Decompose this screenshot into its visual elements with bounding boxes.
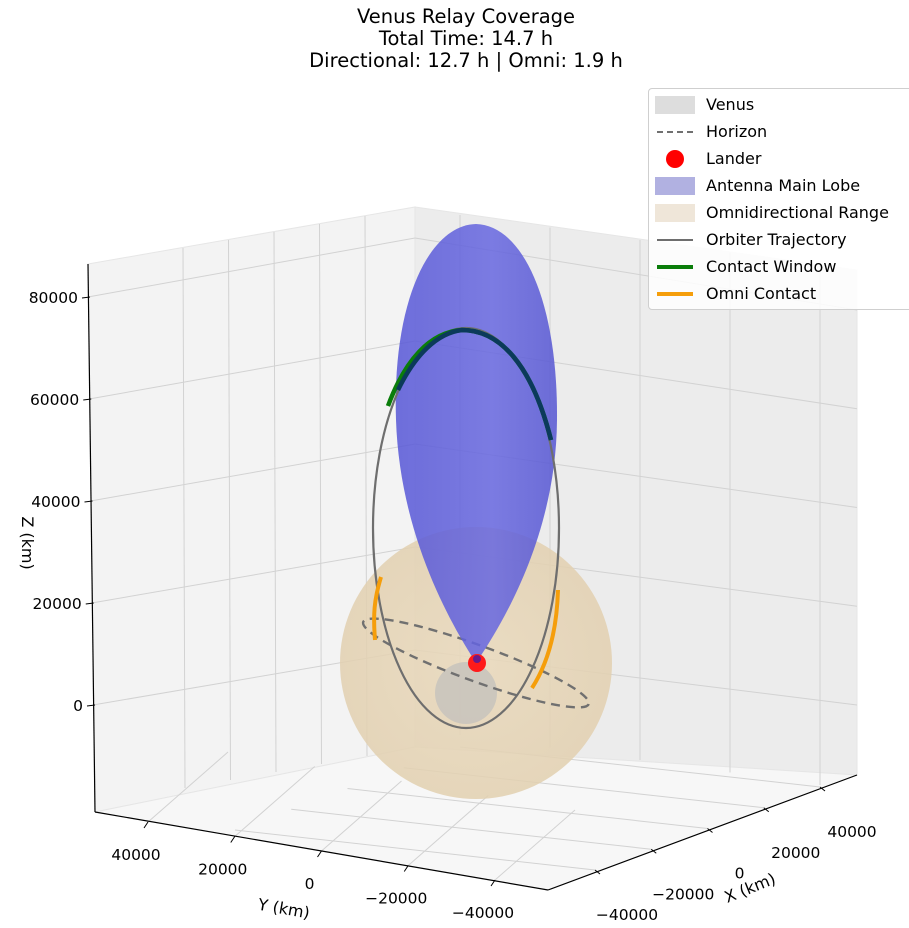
lander-marker-center (473, 655, 481, 663)
venus-sphere (435, 662, 497, 724)
y-tick-mark (403, 865, 409, 872)
z-tick-mark (83, 398, 92, 401)
legend-item-orbiter-trajectory: Orbiter Trajectory (649, 227, 909, 254)
legend-label-contact-window: Contact Window (706, 257, 837, 276)
z-tick-label: 0 (73, 697, 83, 715)
legend-item-contact-window: Contact Window (649, 254, 909, 281)
y-tick-label: 0 (305, 875, 315, 893)
y-tick-mark (230, 836, 236, 843)
legend-item-omni-contact: Omni Contact (649, 281, 909, 308)
z-gridline-left (91, 546, 416, 604)
legend-label-horizon: Horizon (706, 122, 768, 141)
omni-contact-arc-right (530, 589, 560, 690)
y-gridline-floor (494, 809, 576, 881)
y-gridline-wall (319, 223, 322, 765)
x-axis-label: X (km) (722, 869, 779, 907)
contact-window-arc-inside-lobe (395, 327, 554, 441)
y-tick-label: 40000 (111, 846, 160, 864)
legend-item-lander: Lander (649, 146, 909, 173)
chart-subtitle-directional-omni: Directional: 12.7 h | Omni: 1.9 h (309, 49, 623, 72)
tick-marks: 80000 60000 40000 20000 0 40000 20000 0 −20000 −4… (29, 289, 877, 924)
x-tick-label: 40000 (827, 823, 876, 841)
legend-item-horizon: Horizon (649, 119, 909, 146)
legend-label-orbiter-trajectory: Orbiter Trajectory (706, 230, 847, 249)
x-tick-mark (650, 848, 657, 854)
legend-label-venus: Venus (706, 95, 755, 114)
x-gridline-floor (291, 808, 652, 850)
legend-label-lander: Lander (706, 149, 762, 168)
legend: Venus Horizon Lander Antenna Main Lobe O… (648, 88, 909, 310)
legend-swatch-lander (666, 150, 684, 168)
x-tick-mark (594, 869, 601, 875)
x-gridline-floor (347, 788, 708, 829)
y-tick-mark (143, 821, 149, 829)
legend-swatch-contact-window (657, 265, 693, 269)
z-gridline-left (90, 443, 416, 502)
x-tick-mark (763, 807, 770, 813)
y-gridline-wall (228, 239, 231, 781)
z-tick-label: 80000 (29, 289, 78, 307)
y-gridline-wall (273, 231, 277, 773)
y-tick-mark (490, 879, 496, 887)
legend-swatch-omni-contact (657, 292, 693, 296)
y-gridline-wall (182, 247, 186, 789)
antenna-main-lobe (395, 224, 558, 663)
legend-swatch-venus (655, 96, 695, 114)
x-gridline-floor (234, 829, 596, 871)
y-tick-mark (317, 850, 322, 858)
y-tick-label: 20000 (198, 861, 247, 879)
z-axis-line (87, 263, 96, 813)
z-axis-label: Z (km) (18, 516, 37, 569)
x-tick-label: 20000 (771, 844, 820, 862)
y-tick-label: −20000 (365, 890, 427, 908)
z-tick-label: 60000 (30, 391, 79, 409)
legend-swatch-antenna-main-lobe (655, 177, 695, 195)
z-tick-mark (85, 602, 94, 605)
legend-label-omni-contact: Omni Contact (706, 284, 817, 303)
legend-label-omnidirectional-range: Omnidirectional Range (706, 203, 889, 222)
legend-swatch-orbiter-trajectory (657, 239, 693, 241)
omni-contact-arc-left (372, 576, 383, 641)
y-gridline-floor (407, 795, 489, 866)
z-gridline-left (89, 340, 416, 400)
x-tick-mark (819, 786, 826, 792)
y-gridline-floor (147, 751, 229, 823)
z-tick-mark (81, 296, 91, 299)
y-tick-label: −40000 (452, 904, 514, 922)
legend-swatch-horizon (657, 131, 693, 133)
z-tick-label: 40000 (31, 493, 80, 511)
legend-item-omnidirectional-range: Omnidirectional Range (649, 200, 909, 227)
legend-item-antenna-main-lobe: Antenna Main Lobe (649, 173, 909, 200)
x-tick-label: −20000 (652, 885, 714, 903)
legend-swatch-omnidirectional-range (655, 204, 695, 222)
x-axis-line (547, 774, 858, 891)
y-axis-label: Y (km) (256, 895, 312, 923)
x-tick-mark (707, 828, 713, 833)
x-tick-label: −40000 (596, 906, 658, 924)
horizon-ellipse (361, 617, 591, 709)
z-tick-label: 20000 (32, 595, 81, 613)
legend-label-antenna-main-lobe: Antenna Main Lobe (706, 176, 861, 195)
chart-title: Venus Relay Coverage (356, 5, 576, 28)
z-tick-mark (86, 704, 96, 707)
legend-item-venus: Venus (649, 92, 909, 119)
x-tick-label: 0 (735, 865, 745, 883)
z-gridline-left (87, 237, 416, 298)
y-gridline-floor (234, 766, 316, 837)
z-tick-mark (84, 500, 93, 503)
chart-subtitle-total-time: Total Time: 14.7 h (378, 27, 554, 50)
